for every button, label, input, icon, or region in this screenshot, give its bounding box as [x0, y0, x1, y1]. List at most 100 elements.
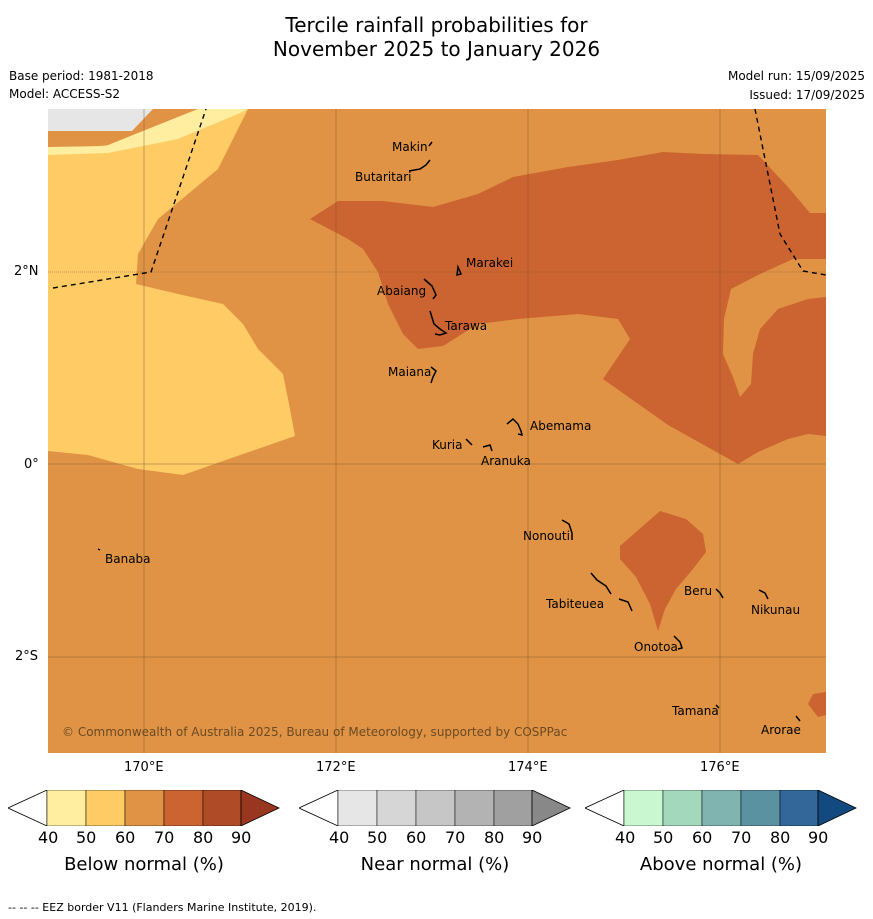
- copyright-text: © Commonwealth of Australia 2025, Bureau…: [62, 725, 567, 739]
- legend-above-tick-90: 90: [808, 828, 829, 847]
- legend-above-tick-80: 80: [770, 828, 791, 847]
- legend-above-60-70: [701, 790, 742, 826]
- label-kuria: Kuria: [432, 438, 463, 452]
- legend-below-normal-colorbar: [8, 790, 280, 826]
- legend-above-80-90: [779, 790, 819, 826]
- legend-above-tick-50: 50: [653, 828, 674, 847]
- eez-border: [52, 109, 826, 289]
- legend-below-title: Below normal (%): [64, 854, 224, 875]
- island-tarawa: [429, 310, 448, 336]
- island-beru: [715, 588, 724, 599]
- model-text: Model: ACCESS-S2: [9, 87, 121, 101]
- label-abaiang: Abaiang: [377, 284, 426, 298]
- label-tarawa: Tarawa: [444, 319, 487, 333]
- legend-near-over: [531, 790, 571, 826]
- legend-near-tick-80: 80: [484, 828, 505, 847]
- region-70-80-corner: [808, 692, 826, 717]
- label-banaba: Banaba: [105, 552, 151, 566]
- legend-below-40-50: [46, 790, 87, 826]
- legend-below-tick-40: 40: [38, 828, 59, 847]
- legend-below-tick-90: 90: [231, 828, 252, 847]
- island-tabiteuea-south: [618, 598, 633, 612]
- region-60-70-east-cutout: [723, 259, 826, 397]
- legend-near-40-50: [337, 790, 378, 826]
- label-arorae: Arorae: [761, 723, 801, 737]
- legend-near-tick-40: 40: [329, 828, 350, 847]
- legend-near-tick-90: 90: [522, 828, 543, 847]
- region-50-60: [48, 109, 295, 475]
- label-beru: Beru: [684, 584, 712, 598]
- legend-below-tick-70: 70: [154, 828, 175, 847]
- legend-above-tick-70: 70: [731, 828, 752, 847]
- legend-below-over: [240, 790, 280, 826]
- legend-above-normal-colorbar: [585, 790, 857, 826]
- legend-below-tick-50: 50: [76, 828, 97, 847]
- legend-near-normal-colorbar: [299, 790, 571, 826]
- island-abemama: [506, 417, 524, 437]
- label-tabiteuea: Tabiteuea: [545, 597, 604, 611]
- label-maiana: Maiana: [388, 365, 431, 379]
- legend-near-title: Near normal (%): [360, 854, 510, 875]
- legend-below-60-70: [124, 790, 165, 826]
- lat-label-2s: 2°S: [15, 649, 39, 664]
- island-kuria: [465, 438, 473, 446]
- legend-near-tick-50: 50: [367, 828, 388, 847]
- model-run-text: Model run: 15/09/2025: [727, 69, 865, 83]
- legend-near-under: [299, 790, 339, 826]
- region-70-80-south: [620, 511, 706, 631]
- legend-above-tick-40: 40: [615, 828, 636, 847]
- probability-map: Makin Butaritari Marakei Abaiang Tarawa …: [48, 109, 826, 753]
- island-tamana: [715, 704, 720, 709]
- lat-label-2n: 2°N: [14, 264, 39, 279]
- island-makin: [428, 141, 433, 147]
- island-nonouti: [561, 519, 573, 540]
- legend-above-70-80: [740, 790, 781, 826]
- label-tamana: Tamana: [671, 704, 719, 718]
- island-butaritari: [408, 159, 431, 172]
- legend-near-50-60: [376, 790, 417, 826]
- island-tabiteuea: [590, 572, 612, 595]
- legend-below-80-90: [202, 790, 242, 826]
- legend-near-tick-70: 70: [445, 828, 466, 847]
- region-no-data: [48, 109, 153, 131]
- legend-above-over: [817, 790, 857, 826]
- legend-above-tick-60: 60: [692, 828, 713, 847]
- region-70-80-north: [310, 152, 826, 464]
- lon-label-172e: 172°E: [316, 760, 356, 775]
- legend-below-70-80: [163, 790, 204, 826]
- legend-near-70-80: [454, 790, 495, 826]
- legend-above-40-50: [623, 790, 664, 826]
- lon-label-170e: 170°E: [124, 760, 164, 775]
- island-onotoa: [673, 635, 683, 650]
- legend-near-60-70: [415, 790, 456, 826]
- island-abaiang: [423, 278, 437, 300]
- legend-below-tick-80: 80: [193, 828, 214, 847]
- label-nikunau: Nikunau: [751, 603, 800, 617]
- label-butaritari: Butaritari: [355, 170, 412, 184]
- label-makin: Makin: [392, 140, 428, 154]
- island-banaba: [97, 548, 101, 551]
- lat-label-0: 0°: [24, 457, 39, 472]
- label-abemama: Abemama: [530, 419, 591, 433]
- legend-above-50-60: [662, 790, 703, 826]
- island-aranuka: [482, 444, 493, 452]
- label-aranuka: Aranuka: [481, 454, 531, 468]
- legend-above-under: [585, 790, 625, 826]
- label-nonouti: Nonouti: [523, 529, 570, 543]
- label-onotoa: Onotoa: [634, 640, 678, 654]
- island-nikunau: [758, 589, 769, 600]
- lon-label-174e: 174°E: [508, 760, 548, 775]
- map-title-line1: Tercile rainfall probabilities for: [285, 13, 588, 37]
- legend-above-title: Above normal (%): [639, 854, 803, 875]
- lon-label-176e: 176°E: [700, 760, 740, 775]
- island-marakei: [456, 264, 463, 276]
- legend-below-50-60: [85, 790, 126, 826]
- region-40-50: [48, 109, 248, 155]
- legend-below-tick-60: 60: [115, 828, 136, 847]
- islands: [97, 141, 801, 722]
- island-arorae: [795, 715, 801, 722]
- base-period-text: Base period: 1981-2018: [9, 69, 154, 83]
- legend-near-tick-60: 60: [406, 828, 427, 847]
- label-marakei: Marakei: [466, 256, 513, 270]
- island-maiana: [430, 366, 437, 384]
